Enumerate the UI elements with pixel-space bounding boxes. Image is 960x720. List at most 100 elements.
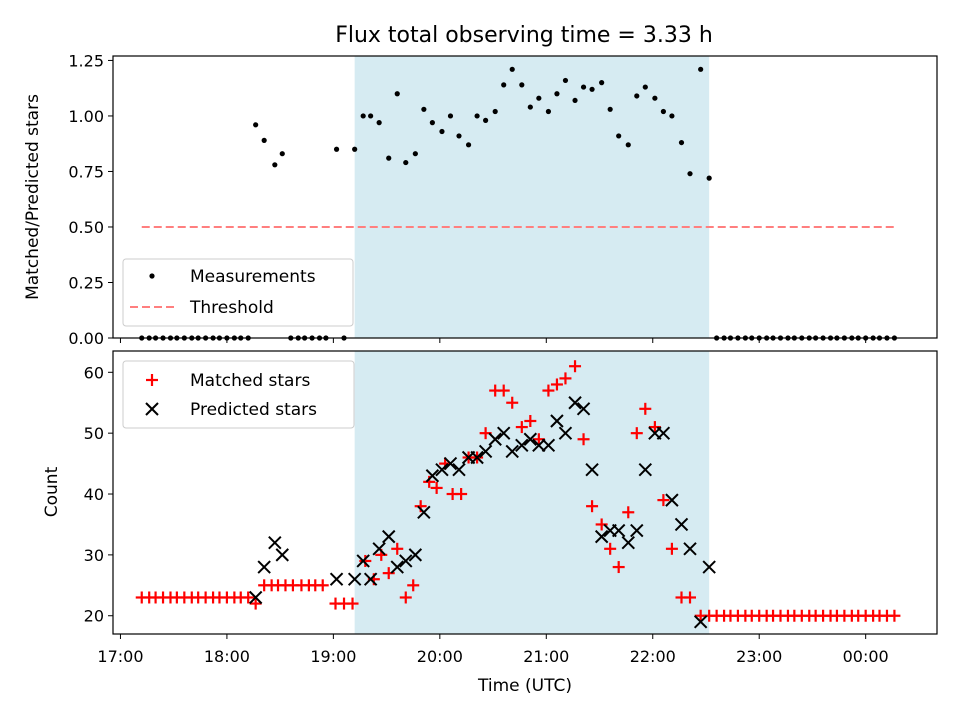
predicted-star-point <box>611 523 626 538</box>
predicted-star-point <box>674 517 689 532</box>
x-tick-label: 23:00 <box>736 647 782 666</box>
legend-measurements: Measurements <box>190 267 316 287</box>
top-y-tick-label: 0.25 <box>68 273 104 292</box>
matched-star-point <box>559 372 572 385</box>
predicted-star-point <box>347 572 362 586</box>
matched-legend-marker <box>146 374 158 386</box>
measurement-point <box>421 106 427 112</box>
measurement-point <box>698 66 704 72</box>
matched-star-point <box>542 384 555 397</box>
measurement-point <box>403 159 409 166</box>
matched-star-point <box>657 494 670 507</box>
bottom-y-tick-label: 30 <box>84 546 104 565</box>
matched-star-point <box>577 433 590 446</box>
measurement-point <box>501 82 507 88</box>
predicted-star-point <box>638 462 653 477</box>
measurement-point <box>607 106 613 112</box>
legend-predicted-stars: Predicted stars <box>190 400 317 420</box>
top-y-tick-label: 0.50 <box>68 218 104 237</box>
measurement-point <box>429 120 435 126</box>
measurement-point <box>660 108 666 115</box>
bottom-y-tick-label: 20 <box>84 607 104 626</box>
measurement-point <box>652 95 658 101</box>
x-tick-label: 20:00 <box>417 647 463 666</box>
measurement-point <box>616 133 622 139</box>
matched-star-point <box>399 591 412 604</box>
measurement-point <box>253 122 259 128</box>
predicted-star-point <box>576 402 591 416</box>
predicted-star-point <box>248 590 263 605</box>
matched-star-point <box>316 579 329 592</box>
matched-star-point <box>430 481 443 494</box>
matched-star-point <box>242 591 255 604</box>
measurement-point <box>492 108 498 115</box>
measurement-point <box>554 91 560 97</box>
measurement-point <box>474 113 480 119</box>
matched-star-point <box>359 554 372 567</box>
measurement-point <box>447 113 454 119</box>
matched-star-point <box>407 579 420 592</box>
predicted-star-point <box>417 505 431 519</box>
measurement-point <box>456 133 462 139</box>
matched-star-point <box>648 421 661 434</box>
top-axes-frame <box>112 55 938 339</box>
measurement-point <box>279 151 285 157</box>
measurement-point <box>678 139 685 146</box>
top-y-tick-label: 0.00 <box>68 329 104 348</box>
bottom-y-tick-label: 50 <box>84 424 104 443</box>
top-y-tick-label: 1.00 <box>68 107 104 126</box>
predicted-star-point <box>630 523 644 538</box>
predicted-star-point <box>550 414 564 428</box>
measurement-point <box>368 113 374 119</box>
matched-star-point <box>684 591 697 604</box>
measurement-point <box>519 82 525 88</box>
matched-star-point <box>346 597 359 610</box>
measurement-point <box>360 113 366 119</box>
matched-star-point <box>249 597 262 610</box>
predicted-star-point <box>435 462 449 477</box>
predicted-star-point <box>478 444 493 459</box>
measurement-point <box>509 66 515 72</box>
legend-threshold: Threshold <box>189 298 274 318</box>
predicted-legend-marker <box>145 402 159 416</box>
bottom-y-axis-label: Count <box>42 466 62 517</box>
predicted-star-point <box>452 462 466 477</box>
bottom-legend-box <box>122 360 355 429</box>
measurements-legend-marker <box>149 273 155 279</box>
measurement-point <box>272 162 278 168</box>
measurement-point <box>562 77 569 84</box>
predicted-star-point <box>390 560 404 574</box>
measurement-point <box>483 117 489 123</box>
matched-star-point <box>665 542 678 555</box>
matched-star-point <box>604 542 617 555</box>
measurement-point <box>634 93 640 99</box>
predicted-star-point <box>363 572 378 586</box>
measurement-point <box>687 171 693 177</box>
predicted-star-point <box>470 450 484 465</box>
bottom-y-tick-label: 60 <box>84 363 104 382</box>
matched-star-point <box>586 500 599 513</box>
measurement-point <box>625 142 631 148</box>
predicted-star-point <box>488 432 502 446</box>
predicted-star-point <box>702 560 716 574</box>
measurement-point <box>412 151 418 157</box>
matched-star-point <box>622 506 635 519</box>
predicted-star-point <box>693 615 708 629</box>
predicted-star-point <box>541 438 556 453</box>
measurement-point <box>589 86 595 92</box>
predicted-star-point <box>372 542 386 556</box>
predicted-star-point <box>443 456 458 471</box>
bottom-shaded-region <box>354 351 710 634</box>
measurement-point <box>642 84 648 90</box>
predicted-star-point <box>268 536 282 550</box>
measurement-point <box>599 80 605 86</box>
predicted-star-point <box>382 529 396 544</box>
measurement-point <box>536 95 542 101</box>
measurement-point <box>572 97 578 104</box>
measurement-point <box>394 91 400 97</box>
predicted-star-point <box>515 438 529 453</box>
predicted-star-point <box>683 542 697 556</box>
predicted-star-point <box>558 426 573 440</box>
predicted-star-point <box>257 560 271 574</box>
